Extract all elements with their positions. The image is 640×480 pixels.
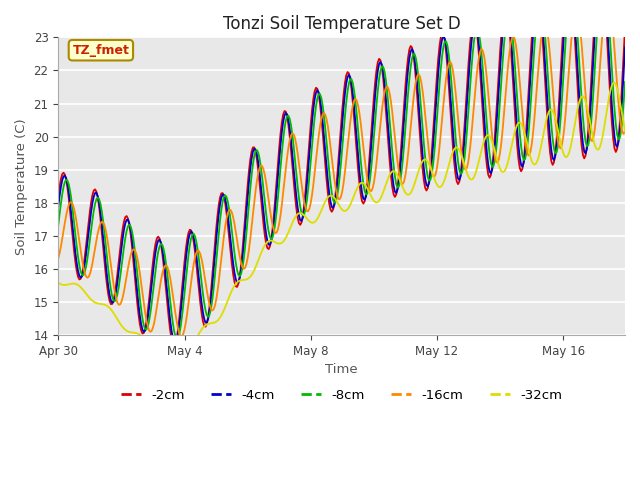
Text: TZ_fmet: TZ_fmet bbox=[72, 44, 129, 57]
Legend: -2cm, -4cm, -8cm, -16cm, -32cm: -2cm, -4cm, -8cm, -16cm, -32cm bbox=[116, 384, 568, 407]
Title: Tonzi Soil Temperature Set D: Tonzi Soil Temperature Set D bbox=[223, 15, 461, 33]
Y-axis label: Soil Temperature (C): Soil Temperature (C) bbox=[15, 118, 28, 254]
X-axis label: Time: Time bbox=[325, 363, 358, 376]
